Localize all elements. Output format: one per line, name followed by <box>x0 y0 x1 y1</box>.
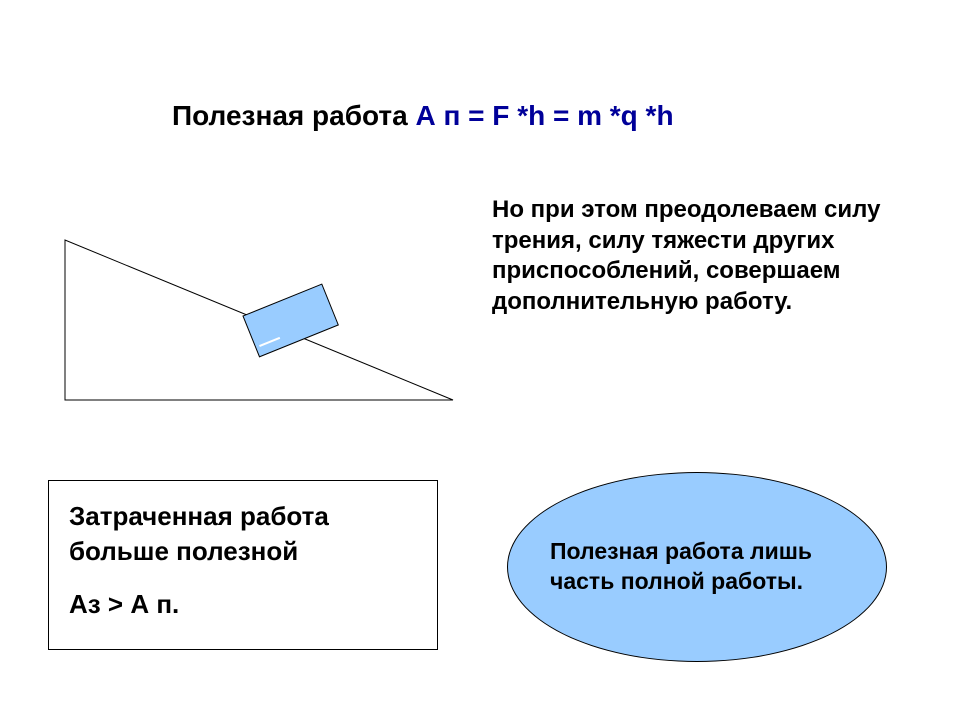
useful-work-formula: Полезная работа А п = F *h = m *q *h <box>172 100 674 132</box>
spent-work-line2: Аз > А п. <box>69 587 417 622</box>
box-spacer <box>69 569 417 587</box>
spent-work-line1: Затраченная работа больше полезной <box>69 499 417 569</box>
formula-prefix: Полезная работа <box>172 100 415 131</box>
block-on-incline <box>243 284 338 357</box>
block-rect <box>243 284 338 357</box>
useful-work-ellipse: Полезная работа лишь часть полной работы… <box>507 472 887 662</box>
inclined-plane-diagram <box>45 200 475 430</box>
formula-expression: А п = F *h = m *q *h <box>415 100 673 131</box>
explanatory-paragraph: Но при этом преодолеваем силу трения, си… <box>492 195 902 318</box>
useful-work-ellipse-text: Полезная работа лишь часть полной работы… <box>508 537 886 597</box>
spent-work-box: Затраченная работа больше полезной Аз > … <box>48 480 438 650</box>
